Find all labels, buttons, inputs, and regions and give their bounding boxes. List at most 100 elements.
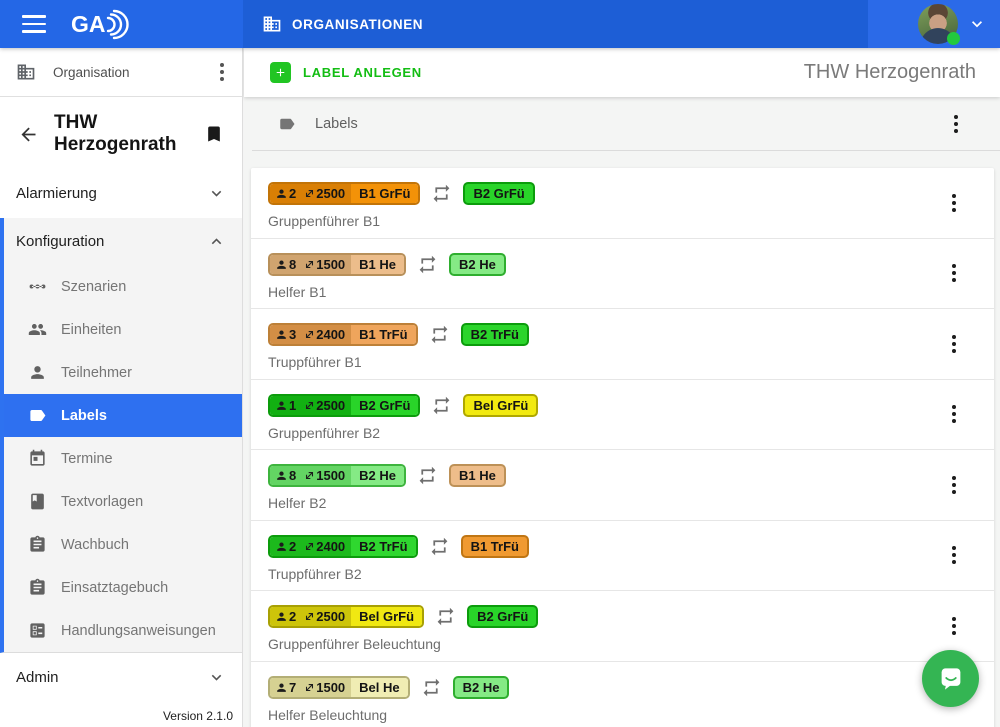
menu-icon[interactable]: [22, 15, 46, 33]
sidebar-item-einheiten[interactable]: Einheiten: [4, 308, 242, 351]
source-label-chip[interactable]: 2 2500 B1 GrFü: [268, 182, 421, 205]
target-label-text: B1 He: [459, 468, 496, 483]
row-menu-button[interactable]: [948, 472, 960, 498]
target-label-chip[interactable]: B2 TrFü: [460, 323, 529, 346]
sidebar-item-szenarien[interactable]: Szenarien: [4, 265, 242, 308]
target-label-chip[interactable]: B2 GrFü: [467, 605, 539, 628]
chevron-down-icon: [972, 21, 982, 28]
source-label-text: Bel GrFü: [351, 607, 423, 626]
label-chips: 2 2400 B2 TrFü B1 TrFü: [268, 534, 994, 558]
source-label-chip[interactable]: 2 2500 Bel GrFü: [268, 605, 425, 628]
label-meta-segment: 2 2500: [270, 607, 352, 626]
label-meta-segment: 1 2500: [270, 395, 352, 415]
member-count: 8: [289, 468, 297, 483]
labels-card-title: Labels: [315, 116, 358, 132]
swap-repeat-icon: [431, 537, 447, 555]
row-menu-button[interactable]: [948, 260, 960, 286]
swap-repeat-icon: [437, 607, 454, 626]
swap-repeat-icon: [423, 678, 439, 696]
top-bar-main: ORGANISATIONEN: [243, 0, 1000, 48]
instructions-icon: [30, 623, 45, 638]
target-label-chip[interactable]: B1 TrFü: [460, 534, 529, 558]
labels-card-menu-button[interactable]: [950, 111, 962, 137]
source-label-chip[interactable]: 1 2500 B2 GrFü: [268, 393, 421, 417]
user-menu[interactable]: [868, 0, 1000, 48]
back-arrow-icon[interactable]: [18, 124, 39, 145]
source-label-chip[interactable]: 2 2400 B2 TrFü: [268, 534, 418, 558]
target-label-chip[interactable]: Bel GrFü: [463, 393, 539, 417]
text-template-icon: [31, 493, 44, 510]
scenarios-icon: [29, 284, 46, 289]
create-label-text: LABEL ANLEGEN: [303, 65, 422, 80]
member-count: 1: [289, 397, 297, 413]
top-bar: GA ORGANISATIONEN: [0, 0, 1000, 48]
group-label: Alarmierung: [16, 185, 97, 202]
labels-list: 2 2500 B1 GrFü B2 GrFü Gruppenführer B1: [251, 168, 994, 727]
organisations-nav[interactable]: ORGANISATIONEN: [262, 14, 423, 34]
plus-icon: [270, 62, 291, 83]
sidebar-item-teilnehmer[interactable]: Teilnehmer: [4, 351, 242, 394]
sidebar-item-labels[interactable]: Labels: [4, 394, 242, 437]
sidebar-item-label: Handlungsanweisungen: [61, 622, 216, 639]
sidebar: Organisation THW Herzogenrath Alarmierun…: [0, 48, 243, 727]
label-name: Helfer Beleuchtung: [268, 706, 388, 723]
label-row: 8 1500 B2 He B1 He Helfer B2: [251, 450, 994, 521]
members-icon: [277, 189, 286, 198]
create-label-button[interactable]: LABEL ANLEGEN: [270, 62, 422, 83]
row-menu-button[interactable]: [948, 401, 960, 427]
target-label-chip[interactable]: B2 He: [449, 252, 506, 276]
label-meta-segment: 2 2400: [270, 536, 352, 556]
org-menu-button[interactable]: [216, 59, 228, 85]
chat-button[interactable]: [922, 650, 979, 707]
members-icon: [277, 330, 286, 339]
member-count: 2: [289, 186, 297, 201]
source-label-chip[interactable]: 8 1500 B1 He: [268, 252, 407, 276]
sidebar-item-handlungsanweisungen[interactable]: Handlungsanweisungen: [4, 609, 242, 652]
sidebar-item-termine[interactable]: Termine: [4, 437, 242, 480]
label-meta-segment: 2 2500: [270, 184, 352, 203]
sidebar-group-alarmierung[interactable]: Alarmierung: [0, 169, 242, 218]
source-label-text: B1 He: [351, 254, 405, 274]
label-name: Gruppenführer B1: [268, 213, 381, 229]
row-menu-button[interactable]: [948, 190, 960, 216]
swap-repeat-icon: [434, 396, 450, 414]
members-icon: [277, 259, 286, 269]
groupalarm-logo: GA: [71, 9, 129, 40]
target-label-text: B2 TrFü: [470, 327, 519, 342]
svg-text:GA: GA: [71, 11, 106, 37]
row-menu-button[interactable]: [948, 613, 960, 639]
org-title-row: THW Herzogenrath: [0, 110, 242, 158]
member-count: 2: [289, 538, 297, 554]
escalation-arrow-icon: [306, 330, 314, 339]
sidebar-group-admin[interactable]: Admin: [0, 653, 242, 702]
sidebar-item-wachbuch[interactable]: Wachbuch: [4, 523, 242, 566]
escalation-arrow-icon: [306, 471, 314, 480]
escalation-arrow-icon: [306, 260, 314, 268]
label-row: 3 2400 B1 TrFü B2 TrFü Truppführer B1: [251, 309, 994, 380]
row-menu-button[interactable]: [948, 542, 960, 568]
target-label-chip[interactable]: B2 He: [452, 675, 510, 699]
target-label-chip[interactable]: B1 He: [449, 464, 506, 487]
sidebar-item-einsatztagebuch[interactable]: Einsatztagebuch: [4, 566, 242, 609]
sidebar-item-textvorlagen[interactable]: Textvorlagen: [4, 480, 242, 523]
label-chips: 3 2400 B1 TrFü B2 TrFü: [268, 323, 994, 346]
source-label-chip[interactable]: 7 1500 Bel He: [268, 675, 410, 699]
members-icon: [277, 612, 286, 621]
target-label-text: B2 GrFü: [473, 186, 525, 201]
label-number: 2400: [316, 538, 346, 554]
building-icon: [263, 16, 281, 32]
sidebar-group-konfiguration[interactable]: Konfiguration: [4, 218, 242, 265]
source-label-chip[interactable]: 3 2400 B1 TrFü: [268, 323, 418, 346]
source-label-text: B1 GrFü: [351, 184, 419, 203]
chevron-down-icon: [211, 674, 222, 681]
row-menu-button[interactable]: [948, 331, 960, 357]
source-label-chip[interactable]: 8 1500 B2 He: [268, 464, 407, 487]
target-label-chip[interactable]: B2 GrFü: [463, 182, 535, 205]
members-icon: [277, 471, 286, 480]
avatar: [918, 4, 960, 45]
member-count: 8: [289, 256, 297, 272]
escalation-arrow-icon: [306, 612, 314, 621]
bookmark-icon[interactable]: [204, 124, 224, 144]
label-number: 2500: [316, 609, 346, 624]
